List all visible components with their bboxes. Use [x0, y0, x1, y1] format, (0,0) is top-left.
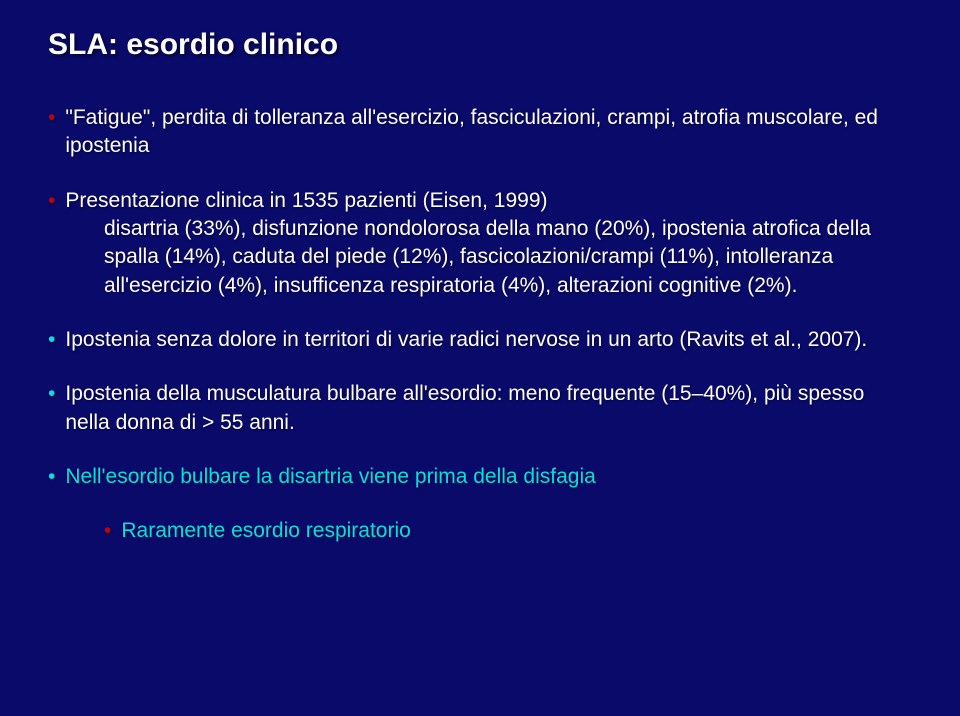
bullet-2: • Presentazione clinica in 1535 pazienti… — [48, 187, 912, 300]
bullet-text: Ipostenia della musculatura bulbare all'… — [65, 380, 912, 437]
bullet-text: Presentazione clinica in 1535 pazienti (… — [65, 187, 912, 215]
bullet-dot-icon: • — [48, 326, 55, 354]
bullet-4: • Ipostenia della musculatura bulbare al… — [48, 380, 912, 437]
bullet-dot-icon: • — [104, 517, 111, 545]
bullet-dot-icon: • — [48, 463, 55, 491]
bullet-5: • Nell'esordio bulbare la disartria vien… — [48, 463, 912, 491]
bullet-text: Ipostenia senza dolore in territori di v… — [65, 326, 912, 354]
bullet-6: • Raramente esordio respiratorio — [48, 517, 912, 545]
bullet-dot-icon: • — [48, 380, 55, 408]
slide-title: SLA: esordio clinico — [48, 28, 912, 62]
bullet-dot-icon: • — [48, 187, 55, 215]
bullet-text: Nell'esordio bulbare la disartria viene … — [65, 463, 912, 491]
bullet-3: • Ipostenia senza dolore in territori di… — [48, 326, 912, 354]
bullet-dot-icon: • — [48, 104, 55, 132]
bullet-text: Raramente esordio respiratorio — [121, 517, 912, 545]
bullet-1: • "Fatigue", perdita di tolleranza all'e… — [48, 104, 912, 161]
bullet-subtext: disartria (33%), disfunzione nondolorosa… — [104, 215, 912, 300]
bullet-text: "Fatigue", perdita di tolleranza all'ese… — [65, 104, 912, 161]
